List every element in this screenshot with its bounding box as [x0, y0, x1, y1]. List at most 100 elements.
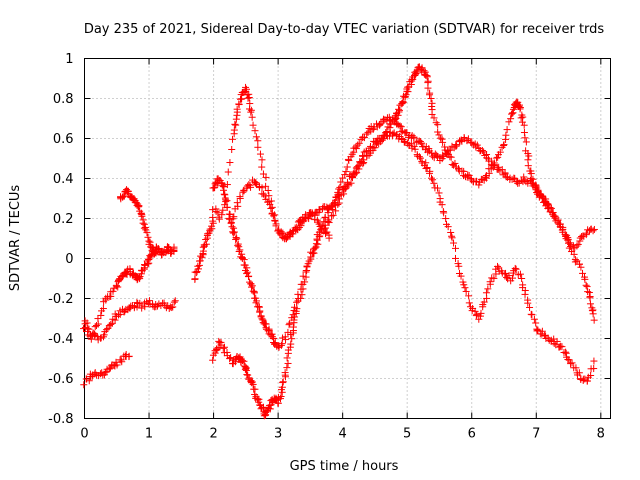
- data-point: [590, 357, 598, 365]
- data-point: [590, 316, 598, 324]
- data-point: [494, 262, 502, 270]
- data-point: [219, 186, 227, 194]
- axis-ticks: [84, 58, 611, 419]
- data-point: [477, 309, 485, 317]
- data-point: [314, 240, 322, 248]
- data-point: [140, 224, 148, 232]
- data-point: [226, 355, 234, 363]
- data-point: [119, 193, 127, 201]
- data-point: [418, 139, 426, 147]
- data-point: [246, 181, 254, 189]
- series-track-3: [80, 350, 133, 389]
- data-point: [382, 132, 390, 140]
- data-point: [307, 255, 315, 263]
- data-point: [335, 195, 343, 203]
- data-point: [427, 94, 435, 102]
- data-point: [448, 232, 456, 240]
- data-point: [311, 244, 319, 252]
- data-point: [253, 297, 261, 305]
- data-point: [359, 152, 367, 160]
- series-track-2: [81, 297, 179, 344]
- data-point: [520, 121, 528, 129]
- data-point: [501, 270, 509, 278]
- data-point: [293, 223, 301, 231]
- data-point: [342, 168, 350, 176]
- y-tick-label: 1: [65, 52, 73, 67]
- data-point: [583, 283, 591, 291]
- data-point: [416, 138, 424, 146]
- data-point: [571, 258, 579, 266]
- data-point: [260, 412, 268, 420]
- data-point: [363, 130, 371, 138]
- data-point: [195, 265, 203, 273]
- data-point: [281, 333, 289, 341]
- data-point: [169, 303, 177, 311]
- data-point: [339, 174, 347, 182]
- data-point: [232, 235, 240, 243]
- data-point: [378, 135, 386, 143]
- data-point: [259, 190, 267, 198]
- data-point: [295, 217, 303, 225]
- data-point: [491, 161, 499, 169]
- data-point: [502, 173, 510, 181]
- data-point: [328, 203, 336, 211]
- data-point: [411, 145, 419, 153]
- data-point: [121, 307, 129, 315]
- data-point: [325, 216, 333, 224]
- data-point: [262, 173, 270, 181]
- data-point: [518, 274, 526, 282]
- data-point: [465, 299, 473, 307]
- data-point: [360, 134, 368, 142]
- data-point: [290, 303, 298, 311]
- data-point: [243, 268, 251, 276]
- data-point: [261, 192, 269, 200]
- data-point: [353, 164, 361, 172]
- data-point: [422, 165, 430, 173]
- data-point: [283, 364, 291, 372]
- data-point: [118, 358, 126, 366]
- series-track-6: [209, 63, 598, 420]
- data-point: [565, 239, 573, 247]
- data-point: [579, 269, 587, 277]
- y-axis-label: SDTVAR / TECUs: [8, 185, 23, 292]
- data-point: [135, 273, 143, 281]
- data-point: [214, 209, 222, 217]
- data-point: [526, 304, 534, 312]
- data-point: [239, 188, 247, 196]
- data-point: [426, 91, 434, 99]
- data-point: [242, 366, 250, 374]
- data-point: [143, 229, 151, 237]
- data-point: [233, 235, 241, 243]
- data-point: [590, 225, 598, 233]
- data-point: [290, 227, 298, 235]
- data-point: [256, 307, 264, 315]
- series-track-4: [117, 186, 160, 258]
- data-point: [473, 177, 481, 185]
- data-point: [299, 272, 307, 280]
- data-point: [258, 315, 266, 323]
- data-point: [562, 235, 570, 243]
- data-point: [254, 143, 262, 151]
- data-point: [435, 131, 443, 139]
- data-point: [581, 275, 589, 283]
- data-point: [539, 194, 547, 202]
- data-point: [587, 372, 595, 380]
- data-point: [503, 126, 511, 134]
- series-track-7: [209, 128, 598, 385]
- data-point: [522, 138, 530, 146]
- data-point: [279, 379, 287, 387]
- data-point: [249, 380, 257, 388]
- data-point: [438, 135, 446, 143]
- data-point: [223, 181, 231, 189]
- data-point: [471, 307, 479, 315]
- data-point: [510, 103, 518, 111]
- data-point: [102, 368, 110, 376]
- data-point: [528, 311, 536, 319]
- data-point: [104, 324, 112, 332]
- data-point: [416, 154, 424, 162]
- data-point: [482, 289, 490, 297]
- data-point: [163, 243, 171, 251]
- data-point: [232, 115, 240, 123]
- data-point: [343, 163, 351, 171]
- data-point: [209, 206, 217, 214]
